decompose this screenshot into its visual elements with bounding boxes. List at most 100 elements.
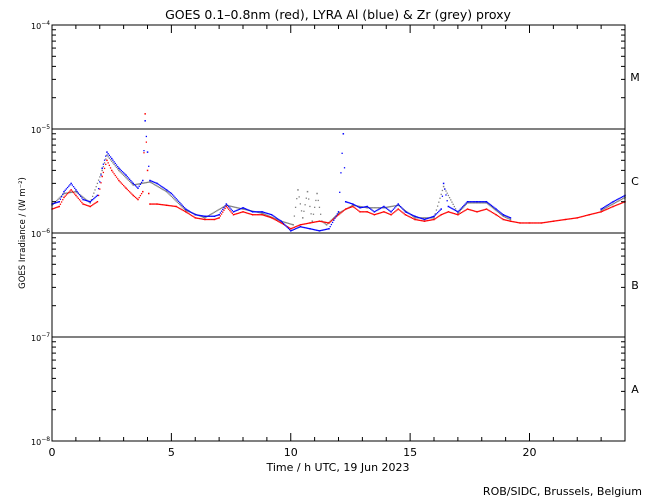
data-point [81, 197, 83, 199]
data-point [483, 202, 485, 204]
data-point [349, 206, 352, 209]
data-point [550, 220, 552, 223]
data-point [114, 174, 116, 177]
data-point [417, 219, 420, 221]
data-point [170, 195, 173, 198]
data-point [305, 223, 307, 225]
data-point [91, 195, 94, 198]
data-point [476, 211, 478, 213]
data-point [481, 202, 483, 204]
data-point [337, 213, 340, 216]
data-point [95, 201, 97, 204]
data-point [548, 221, 550, 223]
data-point [466, 202, 469, 204]
data-point [108, 157, 110, 159]
data-point [460, 211, 463, 214]
data-point [433, 217, 435, 219]
data-point [319, 229, 322, 232]
data-point [425, 217, 427, 219]
data-point [378, 207, 380, 209]
data-point [322, 229, 324, 231]
data-point [99, 176, 101, 178]
data-point [321, 229, 323, 231]
data-point [66, 186, 69, 189]
data-point [96, 182, 99, 185]
data-point [262, 211, 264, 213]
data-point [495, 209, 497, 212]
data-point [434, 213, 436, 215]
data-point [446, 200, 448, 202]
data-point [142, 190, 144, 193]
data-point [493, 207, 495, 210]
data-point [379, 207, 381, 210]
data-point [456, 213, 458, 216]
data-point [612, 205, 614, 208]
data-point [617, 200, 619, 202]
data-point [232, 206, 235, 208]
data-point [94, 202, 96, 204]
data-point [230, 208, 232, 210]
data-point [314, 221, 316, 223]
data-point [269, 213, 272, 216]
data-point [131, 183, 133, 185]
data-point [157, 186, 159, 188]
data-point [127, 179, 130, 181]
data-point [494, 213, 496, 215]
data-point [127, 189, 130, 192]
data-point [74, 191, 76, 193]
flare-class-label: M [630, 71, 640, 84]
data-point [123, 172, 125, 174]
data-point [278, 218, 280, 221]
data-point [169, 194, 171, 196]
data-point [388, 206, 390, 208]
data-point [465, 202, 467, 204]
data-point [476, 202, 478, 204]
data-point [362, 211, 365, 213]
data-point [247, 209, 249, 211]
data-point [368, 207, 371, 209]
data-point [309, 205, 311, 208]
data-point [513, 221, 515, 223]
data-point [90, 200, 93, 202]
data-point [155, 203, 157, 205]
data-point [462, 211, 464, 213]
data-point [236, 212, 238, 215]
data-point [93, 197, 95, 200]
data-point [376, 213, 378, 215]
data-point [352, 205, 354, 208]
data-point [483, 209, 485, 211]
data-point [168, 204, 170, 207]
data-point [494, 208, 496, 211]
data-point [203, 215, 205, 217]
data-point [310, 228, 312, 230]
data-point [619, 197, 621, 199]
data-point [391, 213, 393, 215]
data-point [152, 181, 155, 183]
data-point [117, 168, 119, 170]
data-point [471, 201, 473, 203]
data-point [181, 209, 183, 211]
data-point [84, 198, 87, 200]
x-axis-label: Time / h UTC, 19 Jun 2023 [265, 461, 409, 474]
data-point [186, 210, 188, 212]
data-point [113, 173, 115, 175]
flare-class-label: B [631, 279, 639, 292]
data-point [275, 219, 278, 222]
data-point [453, 212, 455, 215]
data-point [411, 215, 414, 217]
data-point [254, 214, 256, 216]
data-point [286, 226, 288, 228]
data-point [429, 216, 432, 219]
data-point [165, 189, 168, 191]
data-point [265, 215, 267, 217]
data-point [534, 222, 537, 224]
data-point [282, 221, 285, 223]
data-point [383, 207, 385, 209]
data-point [464, 209, 466, 212]
data-point [118, 169, 120, 172]
data-point [267, 215, 269, 217]
data-point [518, 222, 520, 224]
data-point [186, 209, 188, 211]
data-point [553, 220, 556, 222]
data-point [491, 211, 494, 214]
